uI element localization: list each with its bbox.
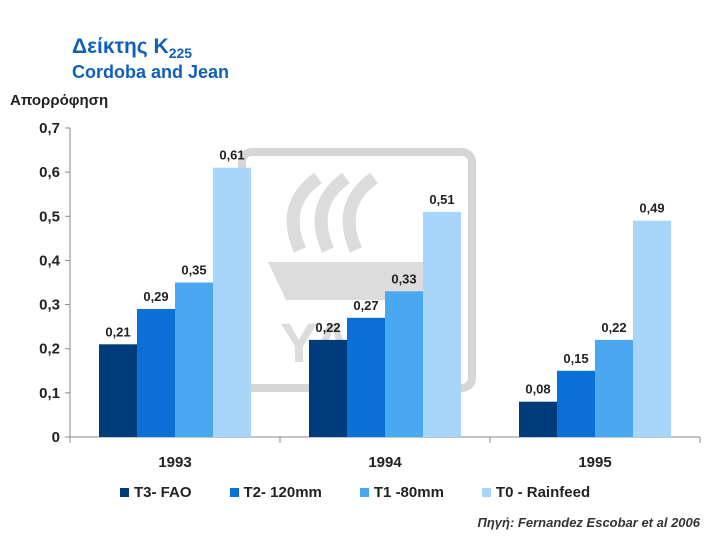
- bar: [595, 339, 633, 437]
- legend-item: T1 -80mm: [359, 484, 444, 501]
- y-axis-label: Απορρόφηση: [10, 92, 109, 109]
- bar: [633, 220, 671, 437]
- bar: [385, 291, 423, 437]
- legend-item: T2- 120mm: [229, 484, 322, 501]
- legend-swatch: [481, 488, 491, 497]
- y-tick-label: 0,5: [39, 208, 60, 225]
- source-note: Πηγή: Fernandez Escobar et al 2006: [477, 515, 700, 530]
- bar-value-label: 0,08: [525, 382, 550, 397]
- bar: [213, 167, 251, 437]
- bar: [423, 211, 461, 437]
- x-tick-label: 1995: [578, 454, 611, 471]
- bar-value-label: 0,15: [563, 351, 588, 366]
- chart-title-main: Δείκτης K225: [72, 35, 193, 61]
- y-tick-label: 0,2: [39, 341, 60, 358]
- watermark-sail-stroke: [342, 172, 378, 253]
- bar: [99, 344, 137, 437]
- legend-swatch: [229, 488, 239, 497]
- legend-label: T1 -80mm: [373, 484, 444, 501]
- bar: [175, 282, 213, 437]
- watermark-sail-stroke: [314, 172, 350, 253]
- legend-swatch: [120, 488, 129, 497]
- legend-item: T0 - Rainfeed: [481, 484, 591, 501]
- chart-subtitle: Cordoba and Jean: [72, 62, 230, 82]
- legend-label: T0 - Rainfeed: [495, 484, 591, 501]
- bar-value-label: 0,27: [353, 298, 378, 313]
- y-tick-label: 0,6: [39, 164, 60, 181]
- bar-value-label: 0,35: [181, 263, 206, 278]
- bar: [137, 308, 175, 437]
- y-tick-label: 0,1: [39, 385, 60, 402]
- bar-value-label: 0,33: [391, 271, 416, 286]
- y-tick-label: 0: [52, 429, 60, 446]
- bar-value-label: 0,22: [601, 320, 626, 335]
- legend-label: T2- 120mm: [243, 484, 322, 501]
- legend: T3- FAO T2- 120mm T1 -80mm T0 - Rainfeed: [120, 484, 590, 501]
- y-tick-label: 0,3: [39, 297, 60, 314]
- y-tick-label: 0,4: [39, 252, 61, 269]
- watermark-ship-hull: [268, 262, 448, 300]
- bar-value-label: 0,49: [639, 201, 664, 216]
- bar: [519, 401, 557, 437]
- y-tick-label: 0,7: [39, 120, 60, 137]
- bar: [309, 339, 347, 437]
- x-tick-label: 1994: [368, 454, 402, 471]
- watermark-sail-stroke: [286, 172, 322, 253]
- bar-value-label: 0,61: [219, 148, 244, 163]
- bar: [347, 317, 385, 437]
- legend-item: T3- FAO: [120, 484, 192, 501]
- bar-value-label: 0,22: [315, 320, 340, 335]
- bar-value-label: 0,51: [429, 192, 454, 207]
- bar-value-label: 0,21: [105, 324, 130, 339]
- bar-value-label: 0,29: [143, 289, 168, 304]
- chart-title: Δείκτης K225 Cordoba and Jean: [72, 34, 229, 83]
- legend-swatch: [359, 488, 369, 497]
- bar: [557, 370, 595, 437]
- x-tick-label: 1993: [158, 454, 191, 471]
- legend-label: T3- FAO: [134, 484, 192, 501]
